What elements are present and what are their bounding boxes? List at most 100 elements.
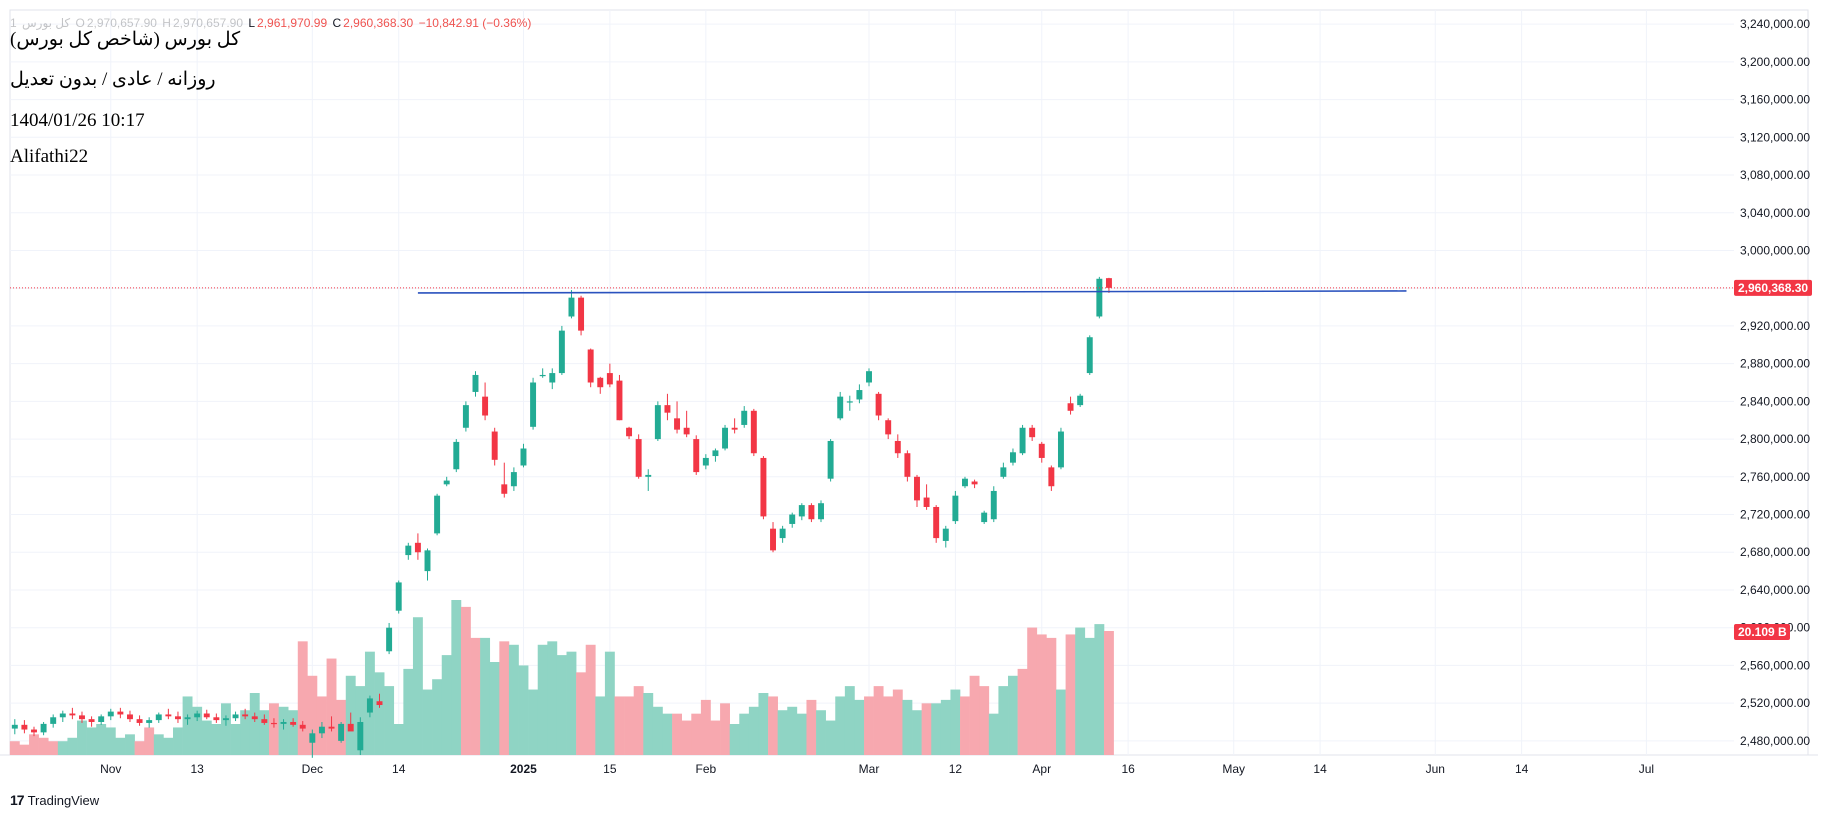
candle-body xyxy=(530,382,537,427)
volume-bar xyxy=(57,741,68,755)
x-tick-label: May xyxy=(1222,762,1245,776)
legend-high-label: H xyxy=(162,16,171,30)
legend-close-value: 2,960,368.30 xyxy=(343,16,414,30)
volume-bar xyxy=(1008,675,1018,755)
volume-bar xyxy=(268,703,279,755)
candle-body xyxy=(88,719,95,722)
volume-bar xyxy=(921,703,932,755)
volume-bar xyxy=(144,727,155,755)
x-tick-label: Nov xyxy=(100,762,121,776)
volume-bar xyxy=(326,658,337,755)
legend-low-value: 2,961,970.99 xyxy=(257,16,328,30)
candle-body xyxy=(664,405,671,413)
last-price-label: 2,960,368.30 xyxy=(1738,281,1808,295)
candle-body xyxy=(683,427,690,435)
volume-bar xyxy=(768,696,778,755)
volume-bar xyxy=(48,741,59,755)
drawings[interactable] xyxy=(10,287,1734,294)
candle-body xyxy=(462,405,469,428)
volume-bar xyxy=(297,641,308,755)
candle-body xyxy=(338,723,345,741)
candle-body xyxy=(434,495,441,534)
candle-body xyxy=(376,701,383,706)
overlay-title: کل بورس (شاخص کل بورس) xyxy=(10,29,241,50)
candle-body xyxy=(904,453,911,477)
candle-body xyxy=(290,721,297,725)
candle-body xyxy=(21,724,28,730)
y-tick-label: 2,520,000.00 xyxy=(1740,696,1810,710)
volume-bar xyxy=(796,713,807,755)
candle-body xyxy=(779,528,786,539)
candle-body xyxy=(981,512,988,523)
volume-bar xyxy=(403,668,414,755)
candle-body xyxy=(971,481,978,485)
volume-bar xyxy=(902,699,913,755)
volume-bar xyxy=(125,734,135,755)
x-tick-label: 14 xyxy=(1313,762,1327,776)
tradingview-logo[interactable]: 17 TradingView xyxy=(10,792,99,808)
candle-body xyxy=(654,405,661,440)
volume-bar xyxy=(460,606,471,755)
candle-body xyxy=(635,439,642,477)
candle-body xyxy=(894,440,901,454)
candle-body xyxy=(424,550,431,572)
candle-body xyxy=(846,401,853,403)
candle-body xyxy=(318,726,325,734)
x-tick-label: Mar xyxy=(859,762,880,776)
candle-body xyxy=(357,721,364,751)
y-tick-label: 3,080,000.00 xyxy=(1740,168,1810,182)
volume-bar xyxy=(931,703,942,755)
y-tick-label: 2,680,000.00 xyxy=(1740,545,1810,559)
y-tick-label: 2,840,000.00 xyxy=(1740,394,1810,408)
candle-body xyxy=(453,441,460,470)
candle-body xyxy=(1038,443,1045,458)
volume-bar xyxy=(518,665,529,755)
candle-body xyxy=(11,724,18,729)
last-price-badge xyxy=(1734,279,1812,296)
volume-bar xyxy=(105,727,116,755)
candle-body xyxy=(741,410,748,425)
candle-body xyxy=(558,330,565,374)
volume-bar xyxy=(652,706,663,755)
tradingview-name: TradingView xyxy=(27,792,100,808)
volume-bar xyxy=(537,644,548,755)
y-tick-label: 2,760,000.00 xyxy=(1740,470,1810,484)
volume-bar xyxy=(556,655,567,755)
candle-body xyxy=(213,717,220,721)
volume-bar xyxy=(700,699,711,755)
volume-badge xyxy=(1734,624,1790,640)
y-tick-label: 3,200,000.00 xyxy=(1740,55,1810,69)
volume-bar xyxy=(844,686,855,755)
volume-bar xyxy=(979,686,990,755)
candle-body xyxy=(174,716,181,720)
volume-bar xyxy=(230,724,241,755)
volume-bar xyxy=(873,686,884,755)
candle-body xyxy=(299,724,306,729)
volume-bar xyxy=(192,706,203,755)
volume-bar xyxy=(86,727,97,755)
candle-body xyxy=(962,478,968,487)
candle-body xyxy=(923,497,930,507)
resistance-line[interactable] xyxy=(417,290,1407,294)
candle-body xyxy=(1077,395,1084,406)
candle-body xyxy=(155,714,162,721)
legend-change: −10,842.91 (−0.36%) xyxy=(418,16,532,30)
volume-bar xyxy=(240,710,251,755)
candle-body xyxy=(885,420,892,435)
candle-body xyxy=(309,733,316,743)
candle-body xyxy=(386,627,393,652)
volume-bar xyxy=(748,706,759,755)
candle-body xyxy=(798,505,805,517)
volume-bar xyxy=(988,713,999,755)
volume-bar xyxy=(201,720,212,755)
candle-body xyxy=(251,716,258,720)
volume-bar xyxy=(153,734,164,755)
candle-body xyxy=(722,427,729,449)
candle-body xyxy=(770,528,776,551)
candle-body xyxy=(194,713,201,718)
volume-bar xyxy=(489,662,500,755)
candle-body xyxy=(578,297,585,331)
x-tick-label: Jun xyxy=(1426,762,1445,776)
